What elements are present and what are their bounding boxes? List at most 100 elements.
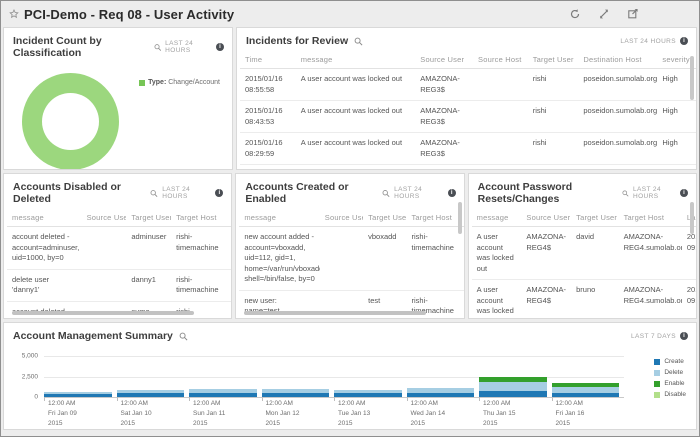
stacked-bar[interactable] — [551, 382, 619, 397]
panel-zoom-icon[interactable] — [154, 43, 162, 52]
time-range-badge: LAST 24 HOURS — [620, 37, 676, 45]
bar-segment-delete[interactable] — [334, 390, 402, 394]
column-header[interactable]: Target Host — [171, 209, 231, 227]
panel-title: Account Password Resets/Changes — [477, 181, 573, 205]
table-cell: rishi — [527, 164, 579, 169]
panel-zoom-icon[interactable] — [354, 37, 363, 46]
donut-chart: Type: Change/Account — [4, 63, 232, 169]
bar-segment-delete[interactable] — [406, 388, 474, 393]
column-header[interactable]: message — [295, 51, 416, 69]
column-header[interactable]: Target Host — [618, 209, 682, 227]
bar-segment-delete[interactable] — [189, 388, 257, 393]
column-header[interactable]: Source User — [521, 209, 572, 227]
x-tick-label: 12:00 AM Tue Jan 13 2015 — [334, 397, 407, 429]
legend-item-enable[interactable]: Enable — [654, 380, 686, 387]
legend-item-create[interactable]: Create — [654, 358, 686, 365]
table-cell: account deleted - account=adminuser, uid… — [7, 226, 82, 270]
bar-segment-create[interactable] — [551, 393, 619, 397]
legend-swatch — [654, 358, 661, 365]
donut-ring[interactable] — [22, 73, 119, 169]
table-cell: 2015/01/16 08:43:53 — [240, 100, 296, 133]
bar-segment-enable[interactable] — [479, 376, 547, 382]
info-icon[interactable]: i — [680, 37, 688, 45]
column-header[interactable]: Target User — [571, 209, 619, 227]
panel-zoom-icon[interactable] — [150, 189, 158, 198]
stacked-bar[interactable] — [116, 390, 184, 397]
expand-icon[interactable] — [598, 8, 610, 20]
horizontal-scrollbar[interactable] — [12, 311, 194, 315]
column-header[interactable]: Destination Host — [578, 51, 658, 69]
bar-segment-enable[interactable] — [551, 382, 619, 387]
export-icon[interactable] — [627, 8, 639, 20]
legend-item-delete[interactable]: Delete — [654, 369, 686, 376]
panel-zoom-icon[interactable] — [382, 189, 390, 198]
table-cell: AMAZONA-REG4$ — [521, 226, 572, 280]
column-header[interactable]: Target User — [363, 209, 407, 227]
table-cell: delete user 'danny1' — [7, 269, 82, 302]
bar-segment-delete[interactable] — [116, 390, 184, 394]
time-range-badge: LAST 7 DAYS — [631, 332, 676, 340]
chart-legend: Create Delete Enable Disable — [654, 358, 686, 398]
stacked-bar[interactable] — [44, 392, 112, 397]
column-header[interactable]: Time — [240, 51, 296, 69]
column-header[interactable]: severity — [657, 51, 696, 69]
stacked-bar[interactable] — [189, 388, 257, 397]
info-icon[interactable]: i — [447, 189, 456, 197]
bar-segment-create[interactable] — [406, 392, 474, 397]
legend-swatch — [139, 79, 146, 86]
incidents-table: Time message Source User Source Host Target … — [237, 51, 696, 169]
column-header[interactable]: message — [239, 209, 320, 227]
info-icon[interactable]: i — [216, 43, 225, 51]
bar-segment-delete[interactable] — [44, 392, 112, 395]
column-header[interactable]: message — [471, 209, 522, 227]
x-tick-label: 12:00 AM Mon Jan 12 2015 — [261, 397, 335, 429]
bar-segment-delete[interactable] — [261, 389, 329, 393]
data-table: Time message Source User Source Host Target … — [240, 51, 696, 169]
table-cell: 2015/ 08:04 — [230, 226, 232, 270]
panel-zoom-icon[interactable] — [622, 189, 629, 198]
bar-segment-create[interactable] — [479, 391, 547, 397]
bar-segment-delete[interactable] — [551, 386, 619, 394]
bar-segment-create[interactable] — [44, 394, 112, 397]
bar-segment-create[interactable] — [116, 393, 184, 397]
info-icon[interactable]: i — [679, 189, 688, 197]
bar-segment-create[interactable] — [189, 392, 257, 397]
column-header[interactable]: Target Host — [406, 209, 464, 227]
donut-legend[interactable]: Type: Change/Account — [139, 79, 220, 86]
stacked-bar[interactable] — [406, 388, 474, 397]
panel-incidents-for-review: Incidents for Review LAST 24 HOURS i Tim… — [236, 27, 697, 170]
disabled-deleted-table: message Source User Target User Target Host… — [4, 209, 232, 318]
horizontal-scrollbar[interactable] — [244, 311, 427, 315]
column-header[interactable]: Last Time — [230, 209, 232, 227]
table-cell: 2015/ 09:25 — [230, 269, 232, 302]
bar-segment-create[interactable] — [261, 392, 329, 397]
time-range-badge: LAST 24 HOURS — [162, 186, 191, 200]
vertical-scrollbar[interactable] — [457, 202, 462, 234]
vertical-scrollbar[interactable] — [690, 56, 694, 100]
column-header[interactable]: message — [7, 209, 82, 227]
bar-segment-create[interactable] — [334, 393, 402, 397]
table-cell: poseidon.sumolab.org — [578, 100, 658, 133]
stacked-bar[interactable] — [479, 376, 547, 397]
stacked-bar[interactable] — [334, 390, 402, 397]
column-header[interactable]: Source User — [319, 209, 364, 227]
info-icon[interactable]: i — [680, 332, 688, 340]
column-header[interactable]: Target User — [126, 209, 172, 227]
table-cell: vboxadd — [363, 226, 407, 291]
bar-slot — [406, 356, 480, 397]
legend-item-disable[interactable]: Disable — [654, 391, 686, 398]
vertical-scrollbar[interactable] — [689, 202, 694, 234]
refresh-icon[interactable] — [569, 8, 581, 20]
panel-accounts-created: Accounts Created or Enabled LAST 24 HOUR… — [235, 173, 465, 319]
bar-segment-delete[interactable] — [479, 381, 547, 392]
favorite-star-icon[interactable] — [9, 9, 19, 19]
info-icon[interactable]: i — [215, 189, 224, 197]
stacked-bar[interactable] — [261, 389, 329, 397]
column-header[interactable]: Source Host — [473, 51, 528, 69]
legend-swatch — [654, 380, 661, 387]
panel-zoom-icon[interactable] — [179, 332, 188, 341]
column-header[interactable]: Target User — [527, 51, 579, 69]
table-cell: rishi-timemachine — [171, 301, 231, 318]
column-header[interactable]: Source User — [81, 209, 127, 227]
column-header[interactable]: Source User — [415, 51, 474, 69]
